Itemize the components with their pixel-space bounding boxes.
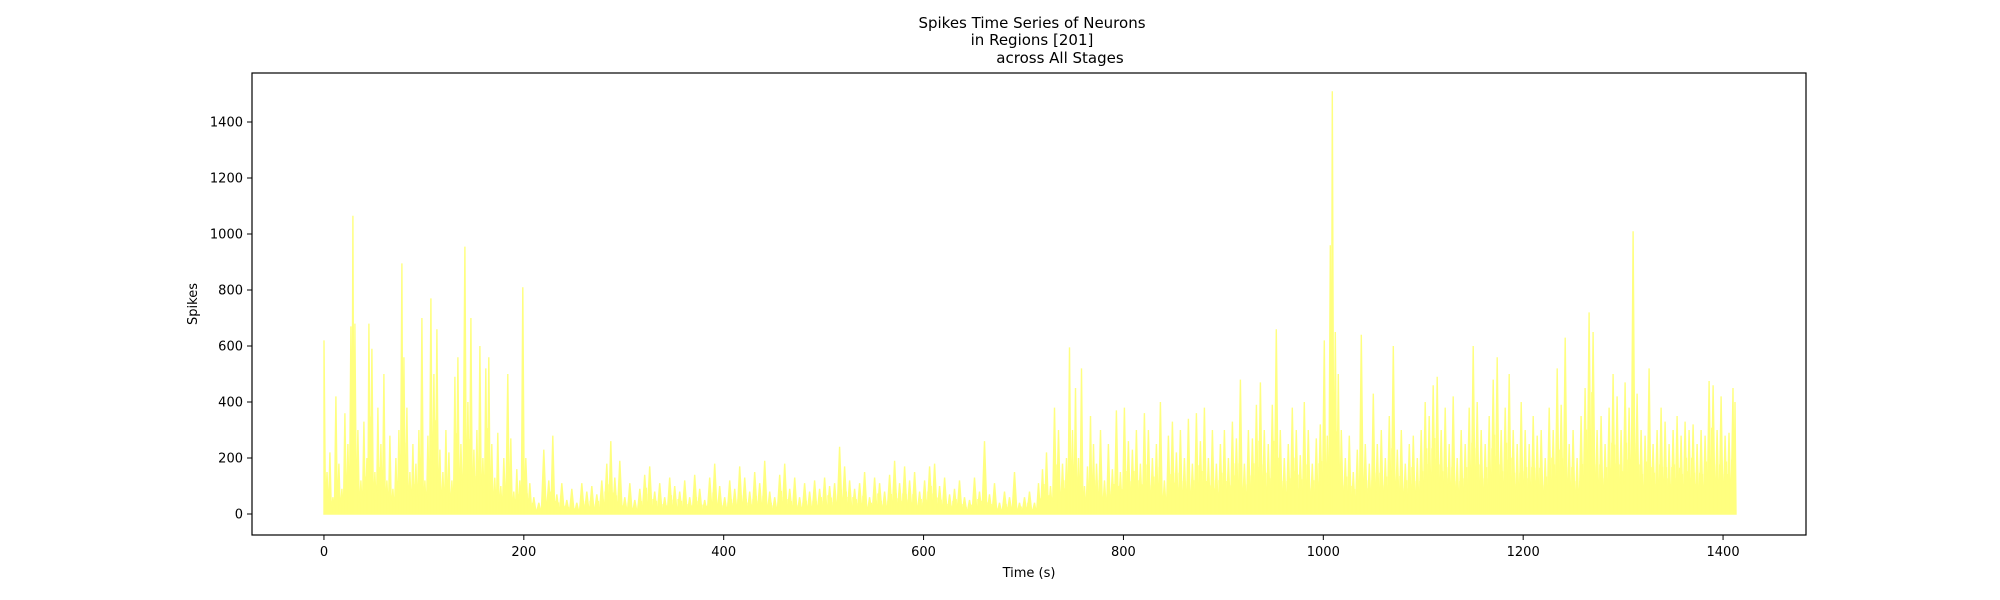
plot-area [251,72,1807,536]
y-tick-label: 600 [218,340,243,355]
x-tick-label: 600 [911,545,936,560]
x-tick-label: 1000 [1307,545,1340,560]
x-tick-label: 800 [1111,545,1136,560]
y-tick-label: 0 [235,508,243,523]
x-tick-label: 400 [711,545,736,560]
y-tick-label: 1400 [210,116,243,131]
y-tick-label: 1000 [210,228,243,243]
y-tick-label: 400 [218,396,243,411]
spike-series-detail [324,333,1736,514]
chart-title-line-3: across All Stages [996,49,1124,67]
plot-frame [251,72,1807,536]
y-axis-label: Spikes [186,283,201,325]
chart-title-line-2: in Regions [201] [971,31,1094,49]
x-tick-label: 1200 [1507,545,1540,560]
x-tick-label: 200 [511,545,536,560]
chart-title-line-1: Spikes Time Series of Neurons [918,14,1145,32]
x-axis-label: Time (s) [1002,566,1056,581]
y-tick-label: 800 [218,284,243,299]
x-tick-label: 1400 [1707,545,1740,560]
y-tick-label: 200 [218,452,243,467]
y-tick-label: 1200 [210,172,243,187]
y-axis: 0 200 400 600 800 1000 1200 1400 [210,116,252,523]
spike-series [323,91,1737,515]
x-tick-label: 0 [320,545,328,560]
chart-title: Spikes Time Series of Neurons in Regions… [918,14,1145,67]
x-axis: 0 200 400 600 800 1000 1200 1400 [320,535,1740,560]
